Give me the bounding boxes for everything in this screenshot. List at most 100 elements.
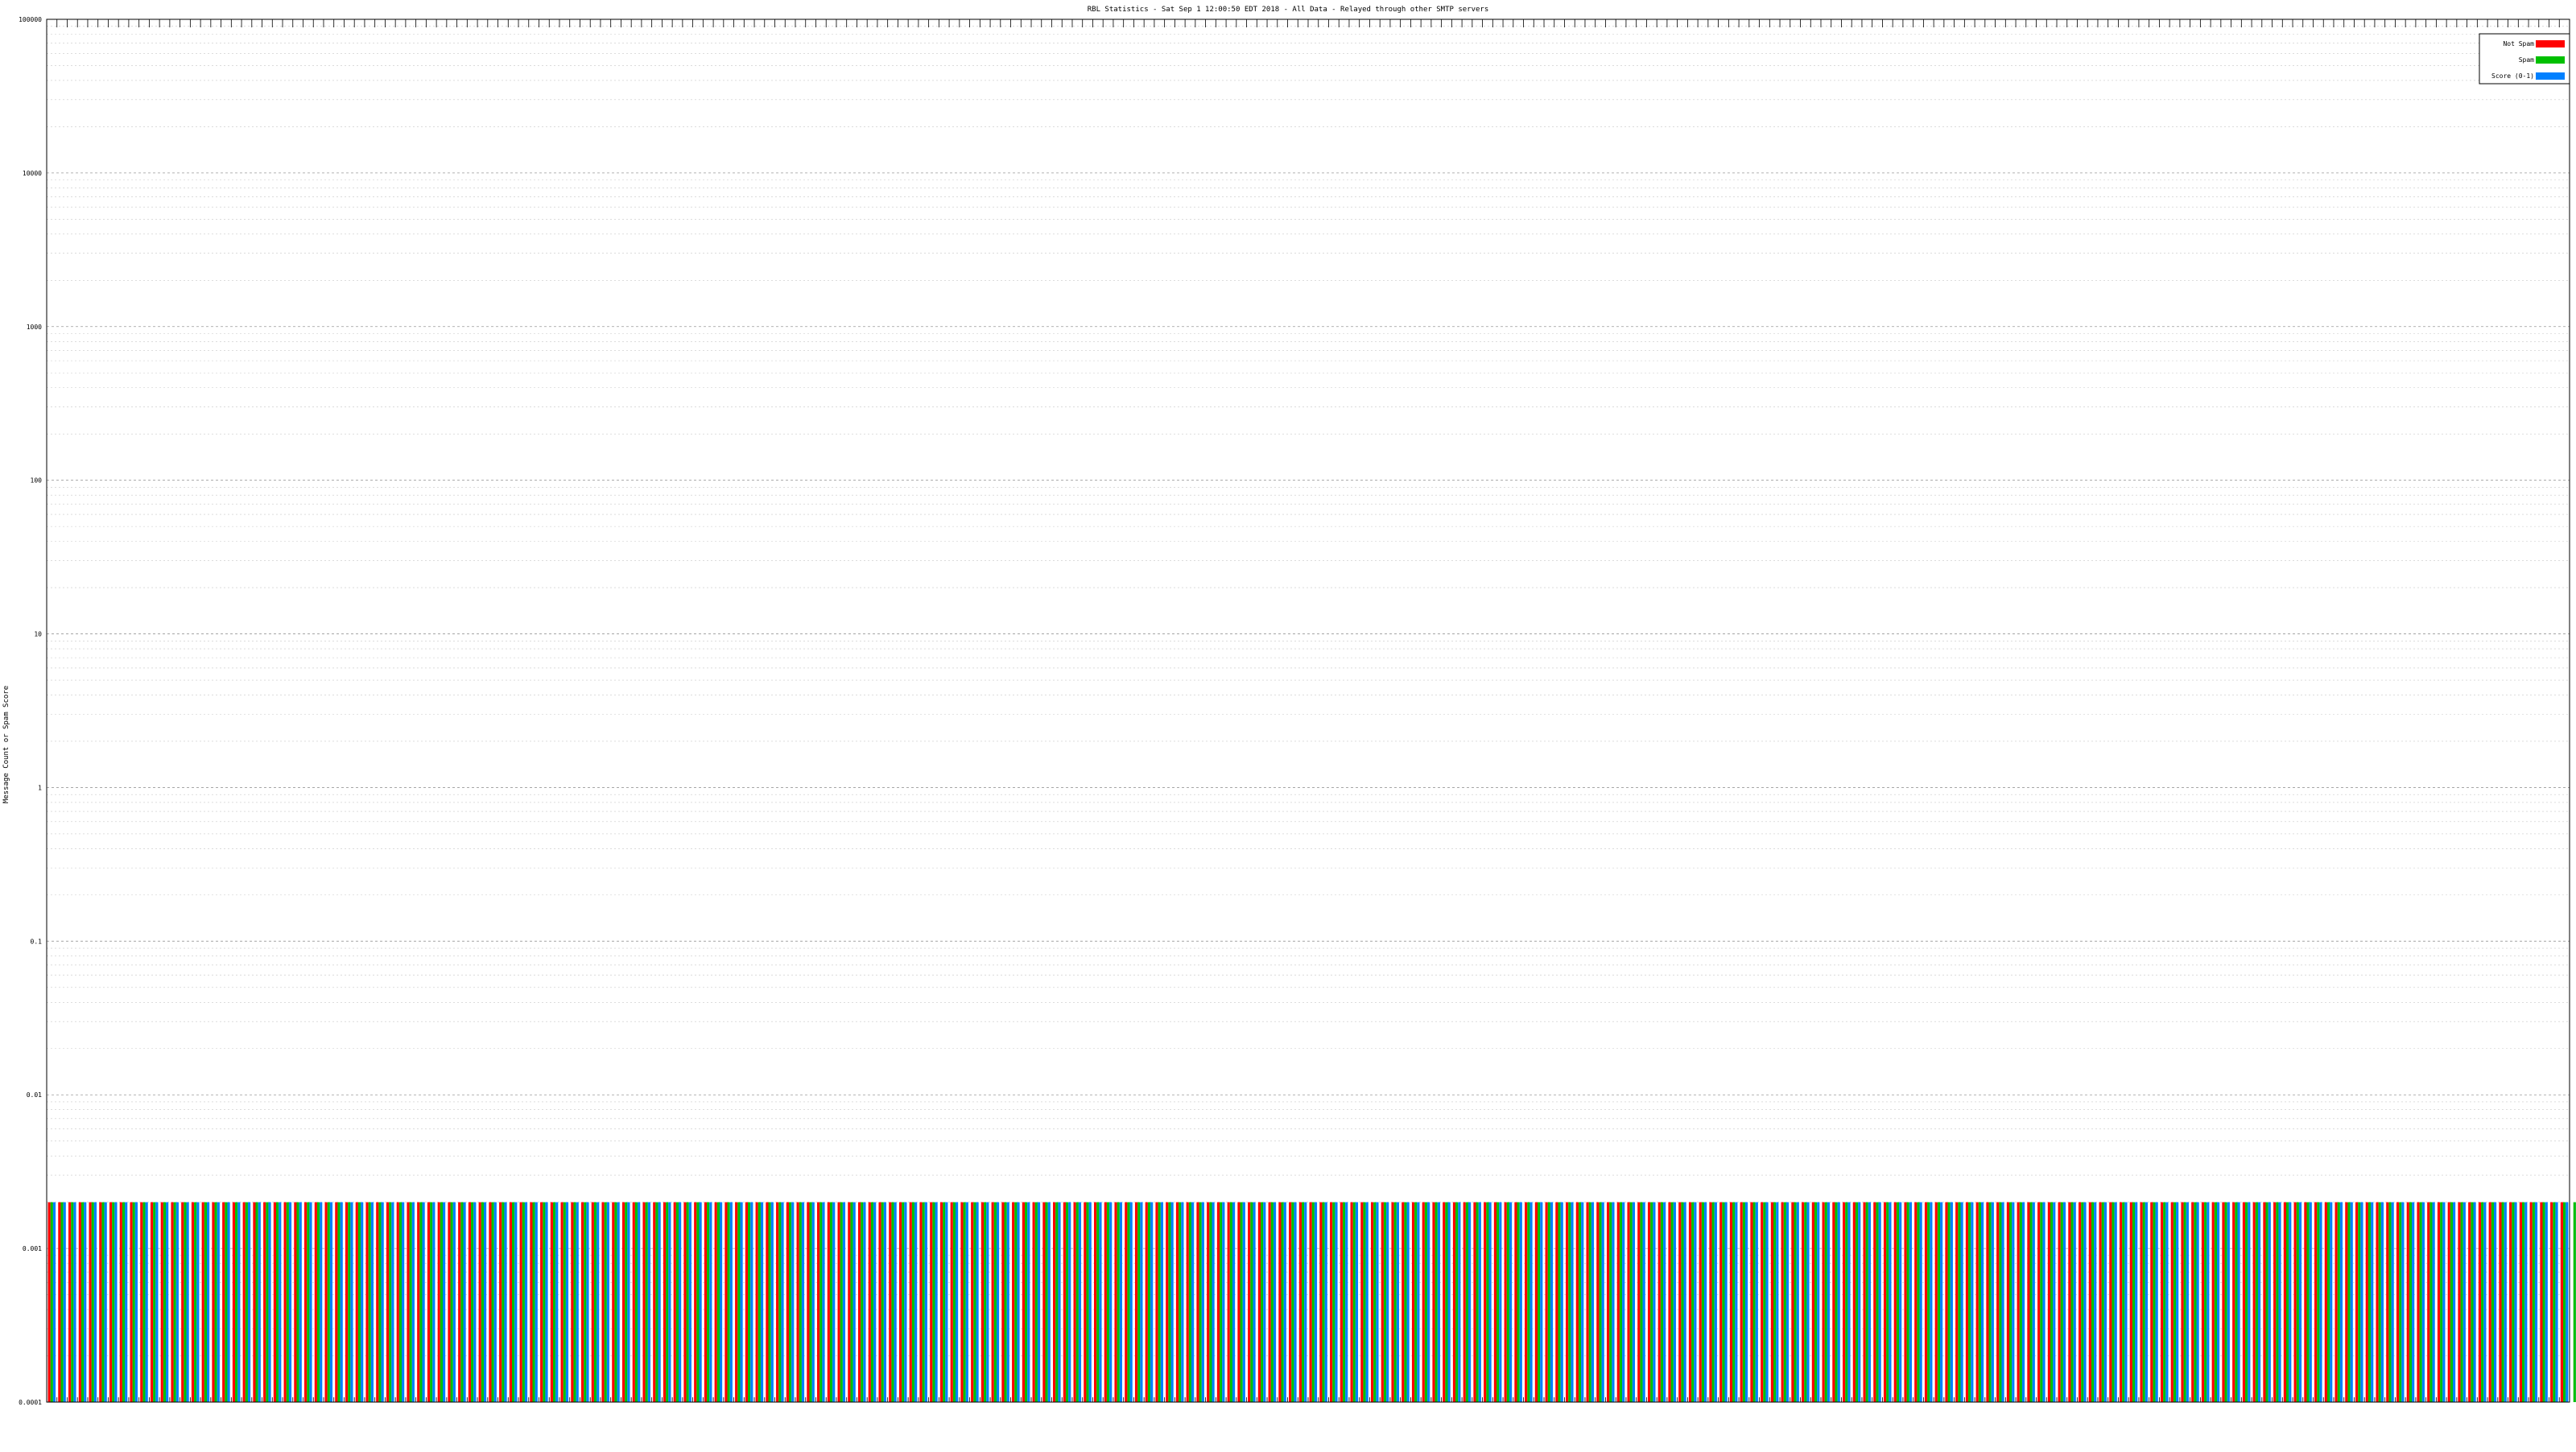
bar-not-spam (1587, 1202, 1589, 1402)
bar-score-0-1 (1253, 1202, 1255, 1402)
bar-score-0-1 (2483, 1202, 2486, 1402)
bar-spam (1127, 1202, 1129, 1402)
bar-score-0-1 (443, 1202, 445, 1402)
bar-score-0-1 (2083, 1202, 2086, 1402)
bar-score-0-1 (607, 1202, 609, 1402)
bar-score-0-1 (1407, 1202, 1410, 1402)
bar-score-0-1 (2217, 1202, 2219, 1402)
bar-score-0-1 (494, 1202, 497, 1402)
bar-score-0-1 (1520, 1202, 1522, 1402)
bar-score-0-1 (740, 1202, 742, 1402)
bar-not-spam (1084, 1202, 1086, 1402)
bar-score-0-1 (700, 1202, 702, 1402)
bar-score-0-1 (1397, 1202, 1399, 1402)
bar-spam (2574, 1202, 2576, 1402)
bar-spam (133, 1202, 135, 1402)
bar-spam (101, 1202, 104, 1402)
bar-not-spam (1484, 1202, 1486, 1402)
bar-not-spam (1104, 1202, 1107, 1402)
bar-not-spam (1053, 1202, 1055, 1402)
bar-spam (2266, 1202, 2268, 1402)
bar-score-0-1 (566, 1202, 568, 1402)
bar-spam (2327, 1202, 2330, 1402)
bar-not-spam (735, 1202, 737, 1402)
bar-not-spam (2489, 1202, 2491, 1402)
bar-score-0-1 (2022, 1202, 2025, 1402)
bar-spam (953, 1202, 956, 1402)
bar-spam (1640, 1202, 1642, 1402)
bar-score-0-1 (555, 1202, 558, 1402)
bar-score-0-1 (2115, 1202, 2117, 1402)
bar-not-spam (838, 1202, 840, 1402)
bar-spam (1743, 1202, 1745, 1402)
bar-spam (2286, 1202, 2289, 1402)
bar-score-0-1 (299, 1202, 302, 1402)
bar-spam (1856, 1202, 1858, 1402)
bar-spam (758, 1202, 761, 1402)
bar-score-0-1 (64, 1202, 66, 1402)
bar-not-spam (2017, 1202, 2020, 1402)
bar-not-spam (1237, 1202, 1240, 1402)
bar-not-spam (642, 1202, 645, 1402)
bar-score-0-1 (1858, 1202, 1860, 1402)
bar-score-0-1 (2381, 1202, 2384, 1402)
bar-score-0-1 (1058, 1202, 1060, 1402)
bar-not-spam (1730, 1202, 1732, 1402)
bar-spam (2245, 1202, 2248, 1402)
bar-spam (994, 1202, 997, 1402)
bar-spam (142, 1202, 145, 1402)
bar-spam (2204, 1202, 2207, 1402)
bar-score-0-1 (761, 1202, 763, 1402)
bar-spam (1722, 1202, 1724, 1402)
bar-spam (1753, 1202, 1756, 1402)
bar-not-spam (1319, 1202, 1322, 1402)
bar-not-spam (274, 1202, 276, 1402)
bar-not-spam (1823, 1202, 1825, 1402)
bar-spam (1538, 1202, 1540, 1402)
bar-spam (891, 1202, 894, 1402)
bar-not-spam (1453, 1202, 1455, 1402)
bar-score-0-1 (1550, 1202, 1553, 1402)
bar-not-spam (889, 1202, 891, 1402)
bar-not-spam (140, 1202, 142, 1402)
bar-score-0-1 (237, 1202, 240, 1402)
bar-score-0-1 (2289, 1202, 2291, 1402)
bar-not-spam (2499, 1202, 2501, 1402)
bar-spam (348, 1202, 350, 1402)
bar-score-0-1 (1838, 1202, 1840, 1402)
bar-not-spam (263, 1202, 266, 1402)
bar-spam (2132, 1202, 2135, 1402)
bar-not-spam (253, 1202, 255, 1402)
bar-spam (2461, 1202, 2463, 1402)
bar-spam (1989, 1202, 1992, 1402)
bar-spam (2420, 1202, 2422, 1402)
bar-score-0-1 (2463, 1202, 2466, 1402)
bar-spam (1794, 1202, 1796, 1402)
bar-score-0-1 (791, 1202, 794, 1402)
bar-not-spam (479, 1202, 481, 1402)
bar-spam (1650, 1202, 1653, 1402)
bar-not-spam (294, 1202, 296, 1402)
bar-not-spam (1258, 1202, 1261, 1402)
bar-score-0-1 (966, 1202, 968, 1402)
y-tick-label: 10000 (23, 170, 42, 177)
bar-spam (2276, 1202, 2278, 1402)
bar-spam (460, 1202, 463, 1402)
bar-spam (1609, 1202, 1612, 1402)
bar-not-spam (981, 1202, 984, 1402)
y-axis-label: Message Count or Spam Score (2, 686, 10, 803)
bar-score-0-1 (1971, 1202, 1973, 1402)
bar-score-0-1 (1694, 1202, 1696, 1402)
bar-spam (2091, 1202, 2094, 1402)
bar-not-spam (2417, 1202, 2419, 1402)
bar-score-0-1 (2360, 1202, 2363, 1402)
bar-not-spam (1330, 1202, 1332, 1402)
bar-not-spam (1371, 1202, 1373, 1402)
bar-spam (594, 1202, 597, 1402)
bar-not-spam (2458, 1202, 2460, 1402)
bar-not-spam (530, 1202, 532, 1402)
bar-not-spam (1402, 1202, 1404, 1402)
bar-not-spam (181, 1202, 184, 1402)
bar-not-spam (633, 1202, 635, 1402)
bar-spam (492, 1202, 494, 1402)
